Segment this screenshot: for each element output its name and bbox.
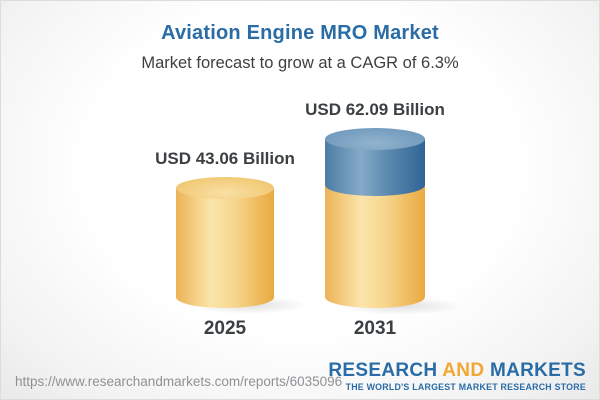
logo-word-research: RESEARCH [328, 360, 438, 381]
bar-2031-cylinder-top [325, 128, 425, 150]
bar-2025-cylinder-top [176, 177, 274, 199]
category-label-2031: 2031 [353, 318, 397, 339]
chart-title: Aviation Engine MRO Market [161, 22, 439, 44]
logo-wordmark: RESEARCH AND MARKETS [328, 361, 586, 381]
report-url: https://www.researchandmarkets.com/repor… [15, 374, 343, 389]
research-and-markets-logo: RESEARCH AND MARKETS THE WORLD'S LARGEST… [328, 361, 586, 392]
bar-2025-cylinder-body [176, 188, 274, 308]
value-label-2025: USD 43.06 Billion [155, 149, 295, 168]
chart-subtitle: Market forecast to grow at a CAGR of 6.3… [141, 54, 459, 72]
logo-word-markets: MARKETS [489, 360, 586, 381]
bar-2031-cylinder-base-segment [325, 183, 425, 308]
category-label-2025: 2025 [203, 318, 247, 339]
value-label-2031: USD 62.09 Billion [305, 100, 445, 119]
logo-word-and: AND [442, 360, 485, 381]
logo-tagline: THE WORLD'S LARGEST MARKET RESEARCH STOR… [345, 381, 586, 392]
